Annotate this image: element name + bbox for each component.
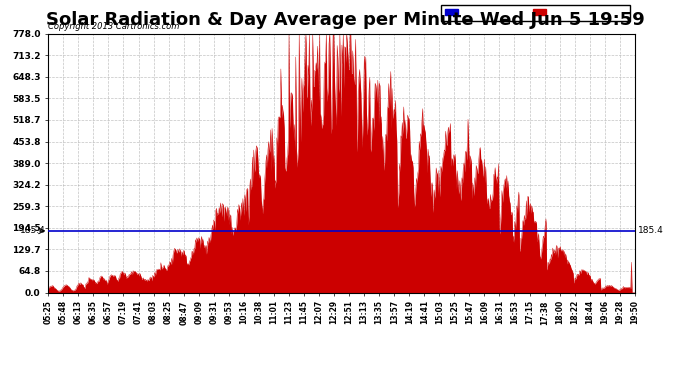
Text: Copyright 2013 Cartronics.com: Copyright 2013 Cartronics.com xyxy=(48,22,179,31)
Text: Solar Radiation & Day Average per Minute Wed Jun 5 19:59: Solar Radiation & Day Average per Minute… xyxy=(46,11,644,29)
Legend: Median (w/m2), Radiation (w/m2): Median (w/m2), Radiation (w/m2) xyxy=(441,4,630,21)
Text: 185.4: 185.4 xyxy=(638,226,663,236)
Text: 185.4: 185.4 xyxy=(20,226,46,236)
